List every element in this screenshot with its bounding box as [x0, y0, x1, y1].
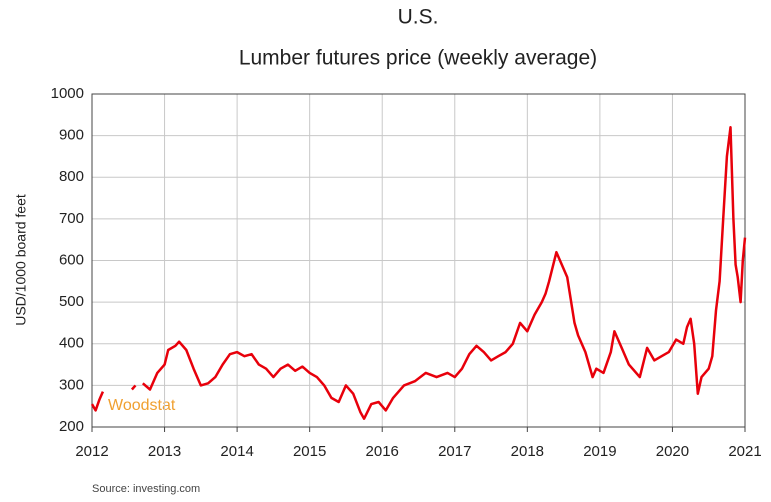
- y-tick-label: 200: [59, 418, 84, 435]
- x-tick-label: 2015: [293, 443, 326, 460]
- source: Source: investing.com: [92, 483, 200, 495]
- y-tick-label: 1000: [51, 85, 84, 102]
- y-tick-label: 600: [59, 251, 84, 268]
- y-tick-label: 700: [59, 210, 84, 227]
- x-tick-label: 2017: [438, 443, 471, 460]
- line-series: [90, 126, 747, 420]
- x-tick-label: 2014: [220, 443, 253, 460]
- y-axis-label: USD/1000 board feet: [13, 194, 29, 326]
- x-tick-label: 2020: [656, 443, 689, 460]
- watermark: Woodstat: [108, 397, 176, 414]
- x-tick-label: 2019: [583, 443, 616, 460]
- x-tick-label: 2016: [366, 443, 399, 460]
- y-tick-label: 800: [59, 168, 84, 185]
- x-tick-label: 2012: [75, 443, 108, 460]
- plot-frame: [91, 93, 746, 428]
- y-tick-label: 900: [59, 127, 84, 144]
- x-tick-label: 2021: [728, 443, 761, 460]
- chart-title: U.S.: [398, 6, 439, 29]
- chart-subtitle: Lumber futures price (weekly average): [239, 47, 597, 70]
- y-tick-label: 400: [59, 335, 84, 352]
- x-tick-label: 2018: [511, 443, 544, 460]
- x-tick-label: 2013: [148, 443, 181, 460]
- y-tick-label: 300: [59, 376, 84, 393]
- y-tick-label: 500: [59, 293, 84, 310]
